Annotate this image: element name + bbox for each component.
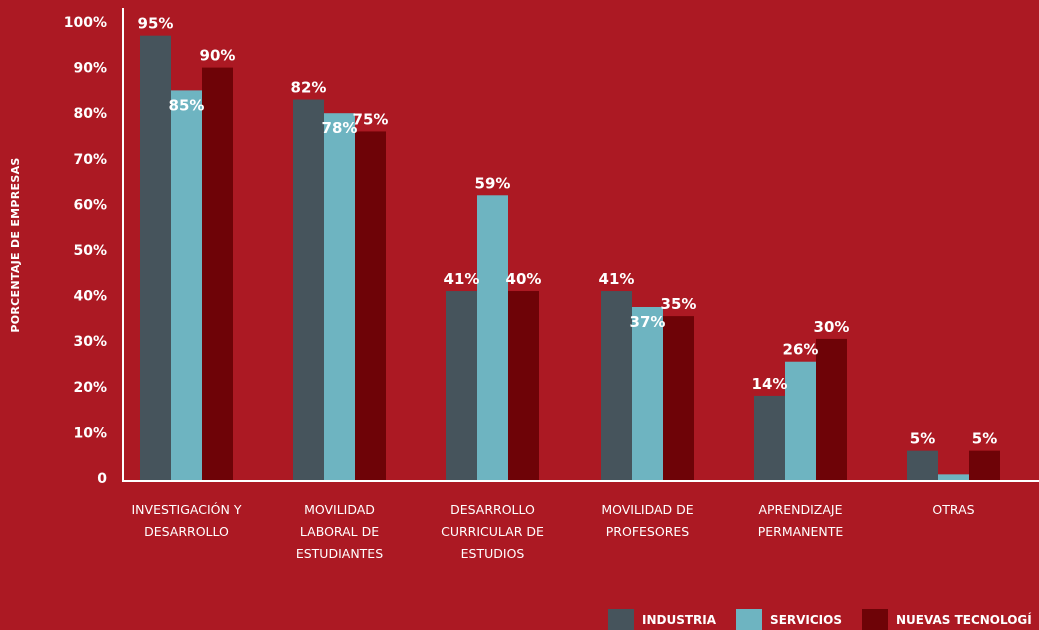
category-label: MOVILIDAD [304,502,375,517]
category-labels: INVESTIGACIÓN Y DESARROLLO MOVILIDAD LABORA… [132,502,975,561]
y-tick-label: 30% [73,334,107,350]
legend-swatch-servicios [736,609,763,630]
data-label: 40% [506,270,542,288]
category-label: CURRICULAR DE [441,524,544,539]
y-tick-label: 80% [73,106,107,122]
legend-item-servicios: SERVICIOS [736,609,842,630]
category-label: ESTUDIOS [461,546,525,561]
y-tick-label: 100% [64,15,107,31]
bar-servicios [632,307,663,480]
bar-servicios [477,195,508,480]
legend: INDUSTRIA SERVICIOS NUEVAS TECNOLOGÍ [608,609,1038,630]
bar-nuevas-tecnologí [816,338,847,480]
data-label: 85% [169,96,205,114]
bar-industria [446,291,477,480]
bar-servicios [324,113,355,480]
data-label: 75% [353,110,389,128]
data-label: 95% [138,15,174,33]
data-label: 41% [444,270,480,288]
category-label: INVESTIGACIÓN Y [132,502,242,517]
bar-servicios [171,90,202,481]
bar-industria [293,99,324,481]
bar-industria [754,395,785,480]
data-label: 78% [322,119,358,137]
category-label: OTRAS [932,502,974,517]
y-axis-ticks: 0 10% 20% 30% 40% 50% 60% 70% 80% 90% 100% [64,15,108,487]
category-label: PERMANENTE [758,524,844,539]
category-label: APRENDIZAJE [758,502,842,517]
bar-nuevas-tecnologí [508,291,539,480]
category-label: MOVILIDAD DE [601,502,693,517]
category-label: PROFESORES [606,524,690,539]
data-labels: 95% 82% 41% 41% 14% 5% 85% 78% 59% 37% 26% 90% 75% 40… [138,15,998,448]
y-axis-title: PORCENTAJE DE EMPRESAS [9,157,22,332]
data-label: 37% [630,313,666,331]
bar-industria [601,291,632,480]
y-tick-label: 50% [73,243,107,259]
legend-swatch-nuevas-tecnologias [862,609,888,630]
y-tick-label: 10% [73,425,107,441]
data-label: 5% [972,430,997,448]
bar-nuevas-tecnologí [969,450,1000,480]
bar-nuevas-tecnologí [355,131,386,480]
y-tick-label: 0 [97,471,107,487]
y-tick-label: 20% [73,380,107,396]
legend-label-servicios: SERVICIOS [770,612,842,627]
legend-label-industria: INDUSTRIA [642,612,717,627]
data-label: 41% [599,270,635,288]
legend-item-nuevas-tecnologias: NUEVAS TECNOLOGÍ [862,609,1032,630]
bar-industria [140,35,171,481]
y-tick-label: 60% [73,197,107,213]
category-label: DESARROLLO [144,524,229,539]
bars [140,35,1000,481]
data-label: 59% [475,174,511,192]
y-tick-label: 90% [73,61,107,77]
bar-nuevas-tecnologí [663,316,694,480]
category-label: LABORAL DE [300,524,379,539]
data-label: 90% [200,47,236,65]
legend-label-nuevas-tecnologias: NUEVAS TECNOLOGÍ [896,612,1032,627]
data-label: 5% [910,430,935,448]
data-label: 30% [814,318,850,336]
category-label: DESARROLLO [450,502,535,517]
data-label: 14% [752,375,788,393]
data-label: 82% [291,79,327,97]
category-label: ESTUDIANTES [296,546,383,561]
y-tick-label: 40% [73,289,107,305]
bar-industria [907,450,938,480]
legend-item-industria: INDUSTRIA [608,609,716,630]
bar-servicios [785,361,816,480]
y-tick-label: 70% [73,152,107,168]
data-label: 35% [661,295,697,313]
data-label: 26% [783,341,819,359]
legend-swatch-industria [608,609,634,630]
bar-servicios [938,474,969,480]
bar-nuevas-tecnologí [202,67,233,480]
